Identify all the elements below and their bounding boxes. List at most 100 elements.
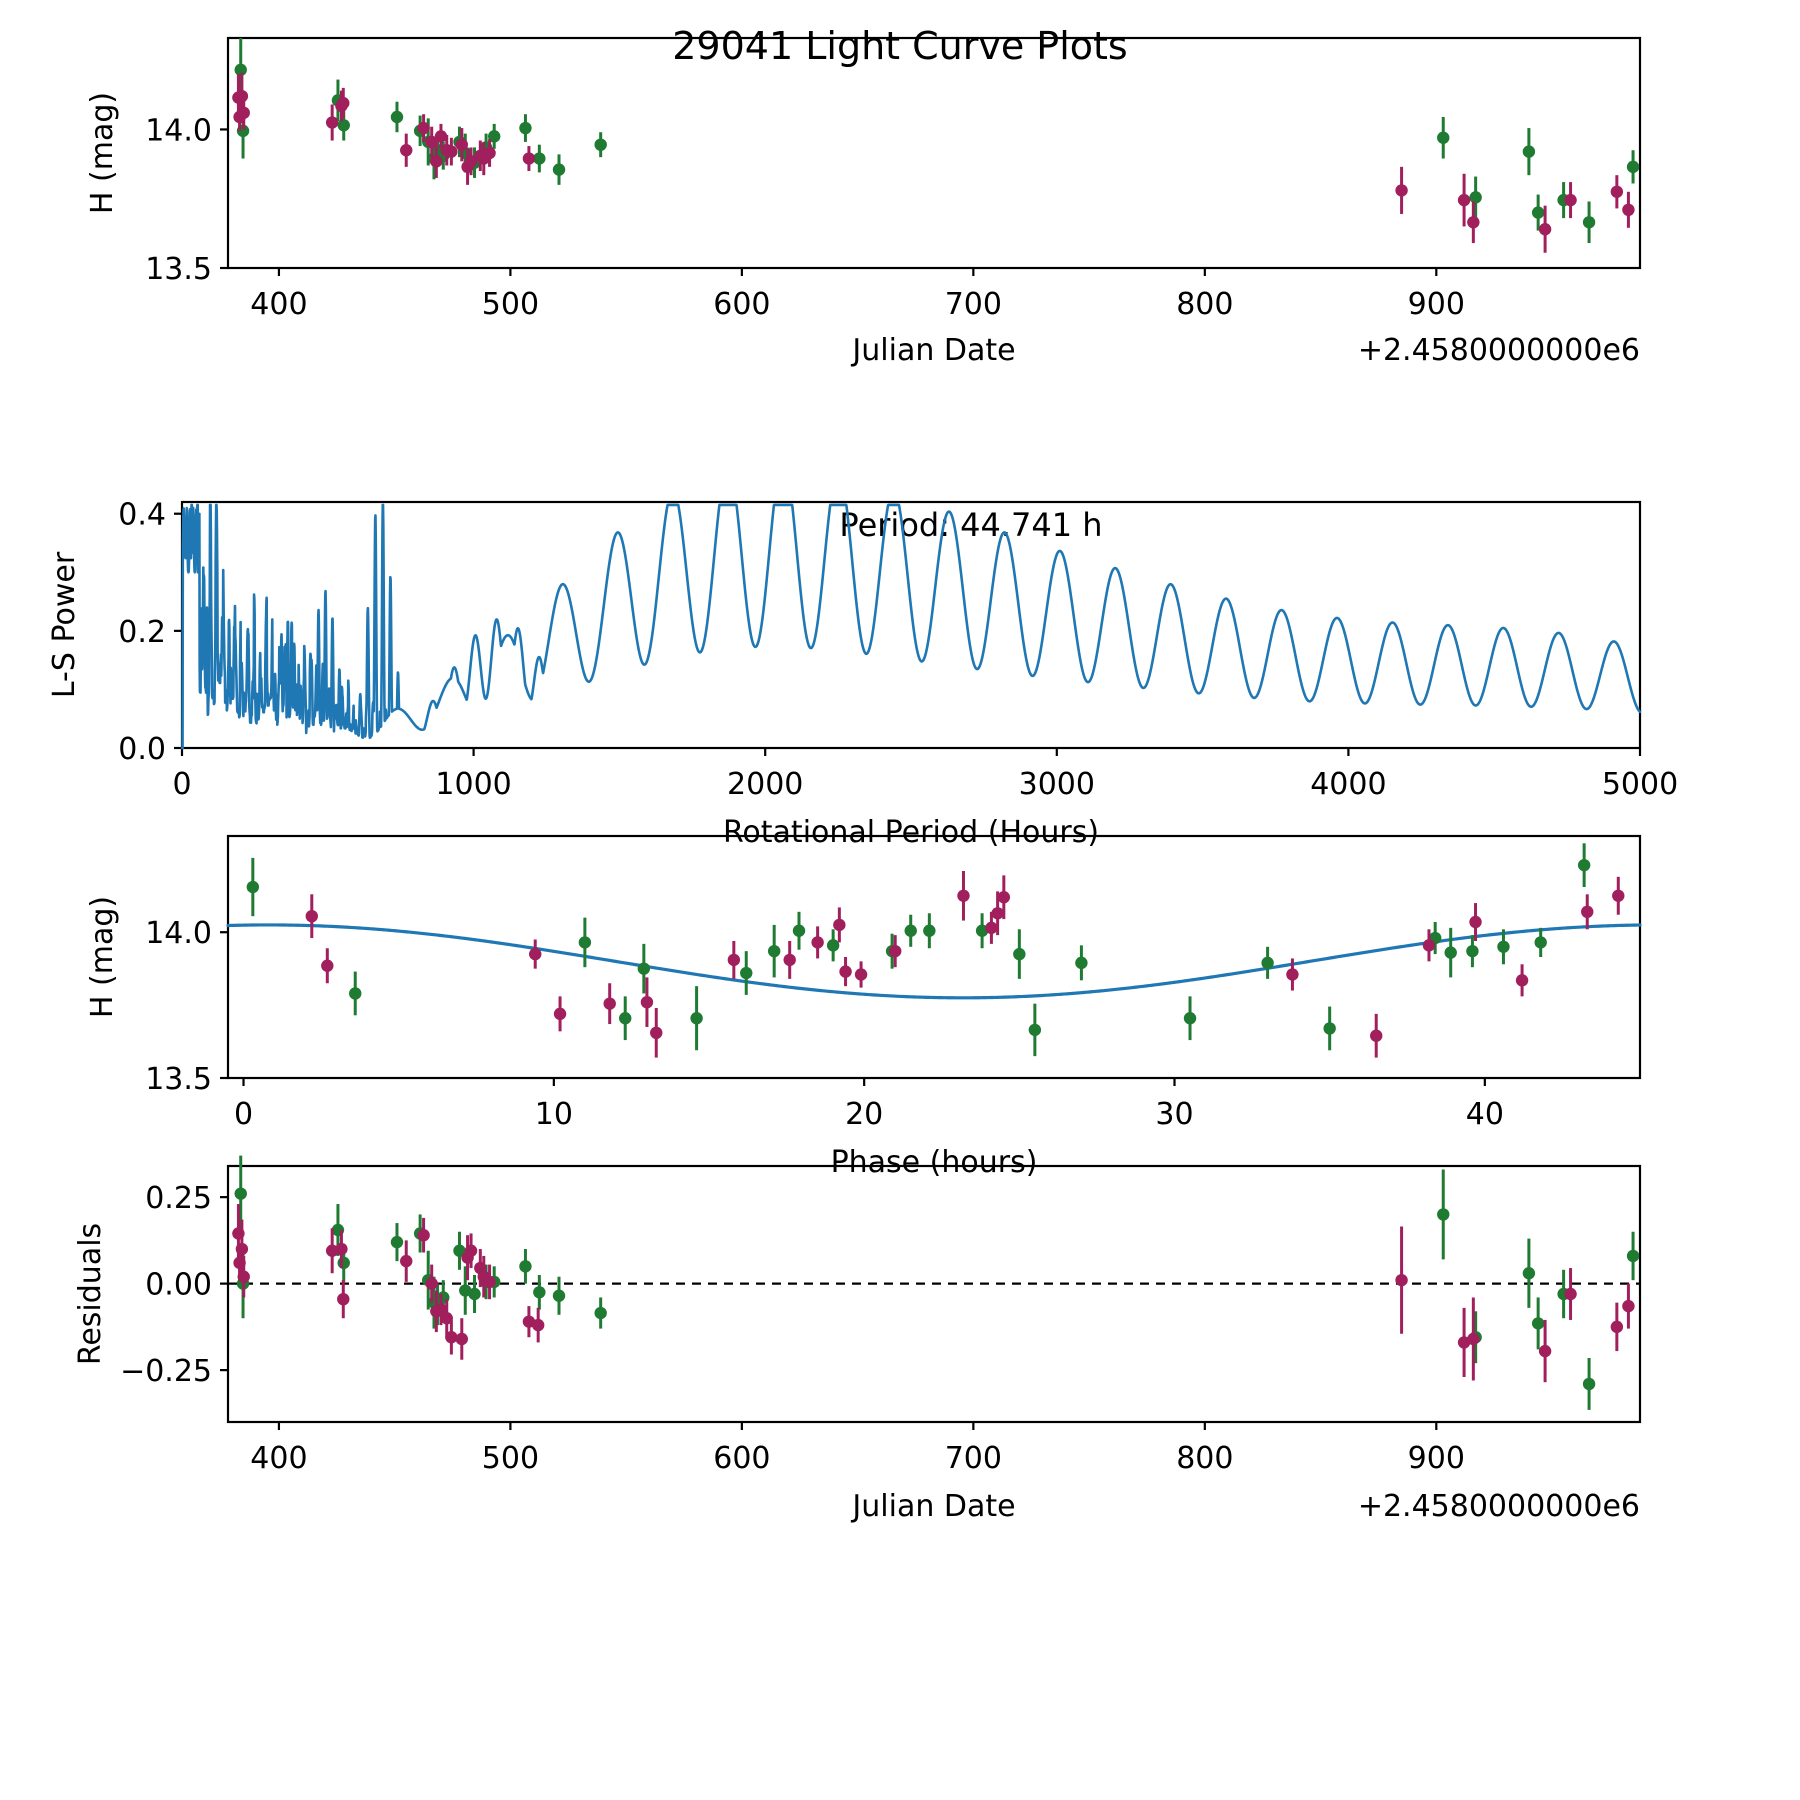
data-point (325, 1244, 339, 1257)
series-magenta-filter (305, 870, 1625, 1058)
data-point (1467, 216, 1480, 229)
data-point (235, 1242, 249, 1256)
data-point (767, 944, 781, 958)
data-point (783, 953, 796, 967)
data-point (1437, 1208, 1450, 1221)
data-point (522, 152, 536, 165)
data-point (434, 130, 448, 143)
period-annotation: Period: 44.741 h (839, 506, 1102, 544)
data-point (1515, 974, 1529, 987)
data-point (985, 921, 998, 935)
data-point (997, 891, 1011, 904)
data-point (325, 116, 339, 129)
data-point (455, 1332, 468, 1346)
y-tick-label: 0.4 (118, 498, 166, 533)
data-point (957, 889, 970, 902)
y-axis-label: L-S Power (47, 551, 82, 698)
x-tick-label: 400 (250, 287, 307, 322)
data-point (483, 146, 496, 160)
y-tick-label: 0.2 (118, 615, 166, 650)
data-point (1538, 1344, 1552, 1358)
data-point (904, 924, 917, 937)
panel-periodogram: 0 1000 2000 3000 4000 5000 0.0 0.2 0.4 Rotational… (0, 480, 1800, 850)
data-point (234, 63, 247, 77)
data-point (552, 163, 566, 176)
data-point (445, 1331, 458, 1344)
data-point (390, 1235, 404, 1249)
data-point (337, 1292, 350, 1306)
x-tick-label: 900 (1408, 287, 1465, 322)
periodogram-line (180, 503, 1642, 750)
panel-periodogram-svg: 0 1000 2000 3000 4000 5000 0.0 0.2 0.4 Rotational… (47, 498, 1678, 850)
data-point (637, 962, 651, 975)
data-point (1075, 956, 1088, 970)
data-point (1622, 203, 1635, 217)
data-point (234, 1187, 247, 1200)
data-point (519, 121, 532, 135)
data-point (1581, 905, 1594, 919)
x-tick-label: 30 (1155, 1097, 1193, 1132)
data-point (826, 939, 840, 952)
data-point (1610, 185, 1624, 198)
x-axis-label: Rotational Period (Hours) (723, 815, 1099, 850)
data-point (246, 880, 260, 894)
x-tick-label: 500 (482, 1441, 539, 1476)
data-point (811, 936, 824, 949)
data-point (400, 1254, 413, 1268)
data-point (553, 1007, 567, 1021)
data-point (552, 1289, 566, 1302)
x-tick-label: 800 (1176, 1441, 1233, 1476)
x-axis-label: Julian Date (850, 1489, 1015, 1524)
y-axis-label: H (mag) (85, 896, 120, 1018)
panel-phasefold: 0 10 20 30 40 13.5 14.0 Phase (hours) H (mag) (0, 810, 1800, 1180)
data-point (445, 145, 458, 158)
data-point (425, 1277, 438, 1290)
panel-lightcurve-svg: 400 500 600 700 800 900 13.5 14.0 Julian Date +2.… (85, 36, 1642, 368)
data-point (425, 135, 438, 149)
panel-residuals: 400 500 600 700 800 900 −0.25 0.00 0.25 Julian Da… (0, 1140, 1800, 1540)
data-point (594, 138, 607, 151)
plot-frame (226, 834, 1642, 1080)
data-point (453, 1244, 466, 1257)
y-tick-label: 0.25 (145, 1181, 212, 1216)
data-point (487, 130, 501, 143)
data-point (430, 155, 443, 168)
data-point (390, 110, 404, 124)
data-point (1626, 160, 1640, 174)
data-point (1622, 1299, 1635, 1313)
data-point (1469, 915, 1482, 929)
series-magenta-filter (232, 72, 1635, 253)
x-tick-label: 800 (1176, 287, 1233, 322)
panel-lightcurve: 400 500 600 700 800 900 13.5 14.0 Julian Date +2.… (0, 0, 1800, 380)
data-point (690, 1012, 703, 1025)
data-point (1183, 1012, 1197, 1025)
x-tick-label: 10 (535, 1097, 573, 1132)
data-point (889, 944, 902, 958)
data-point (337, 119, 350, 132)
data-point (417, 121, 430, 135)
data-point (1610, 1320, 1624, 1334)
data-point (533, 1286, 546, 1299)
y-tick-label: 13.5 (145, 252, 212, 287)
x-tick-label: 3000 (1019, 767, 1095, 802)
data-point (991, 907, 1004, 920)
x-tick-label: 5000 (1602, 767, 1678, 802)
data-point (335, 1242, 348, 1256)
data-point (1286, 968, 1299, 981)
series-magenta-filter (232, 1204, 1635, 1383)
data-point (578, 936, 592, 949)
data-point (237, 106, 250, 120)
data-point (237, 1270, 250, 1283)
data-point (1531, 1317, 1545, 1330)
data-point (727, 953, 741, 967)
x-tick-label: 500 (482, 287, 539, 322)
data-point (235, 89, 249, 103)
data-point (417, 1228, 430, 1242)
y-tick-label: −0.25 (120, 1354, 212, 1389)
plot-frame (226, 36, 1642, 270)
data-point (1467, 1332, 1480, 1346)
x-tick-label: 600 (713, 1441, 770, 1476)
data-point (1626, 1249, 1640, 1263)
x-tick-label: 0 (234, 1097, 253, 1132)
